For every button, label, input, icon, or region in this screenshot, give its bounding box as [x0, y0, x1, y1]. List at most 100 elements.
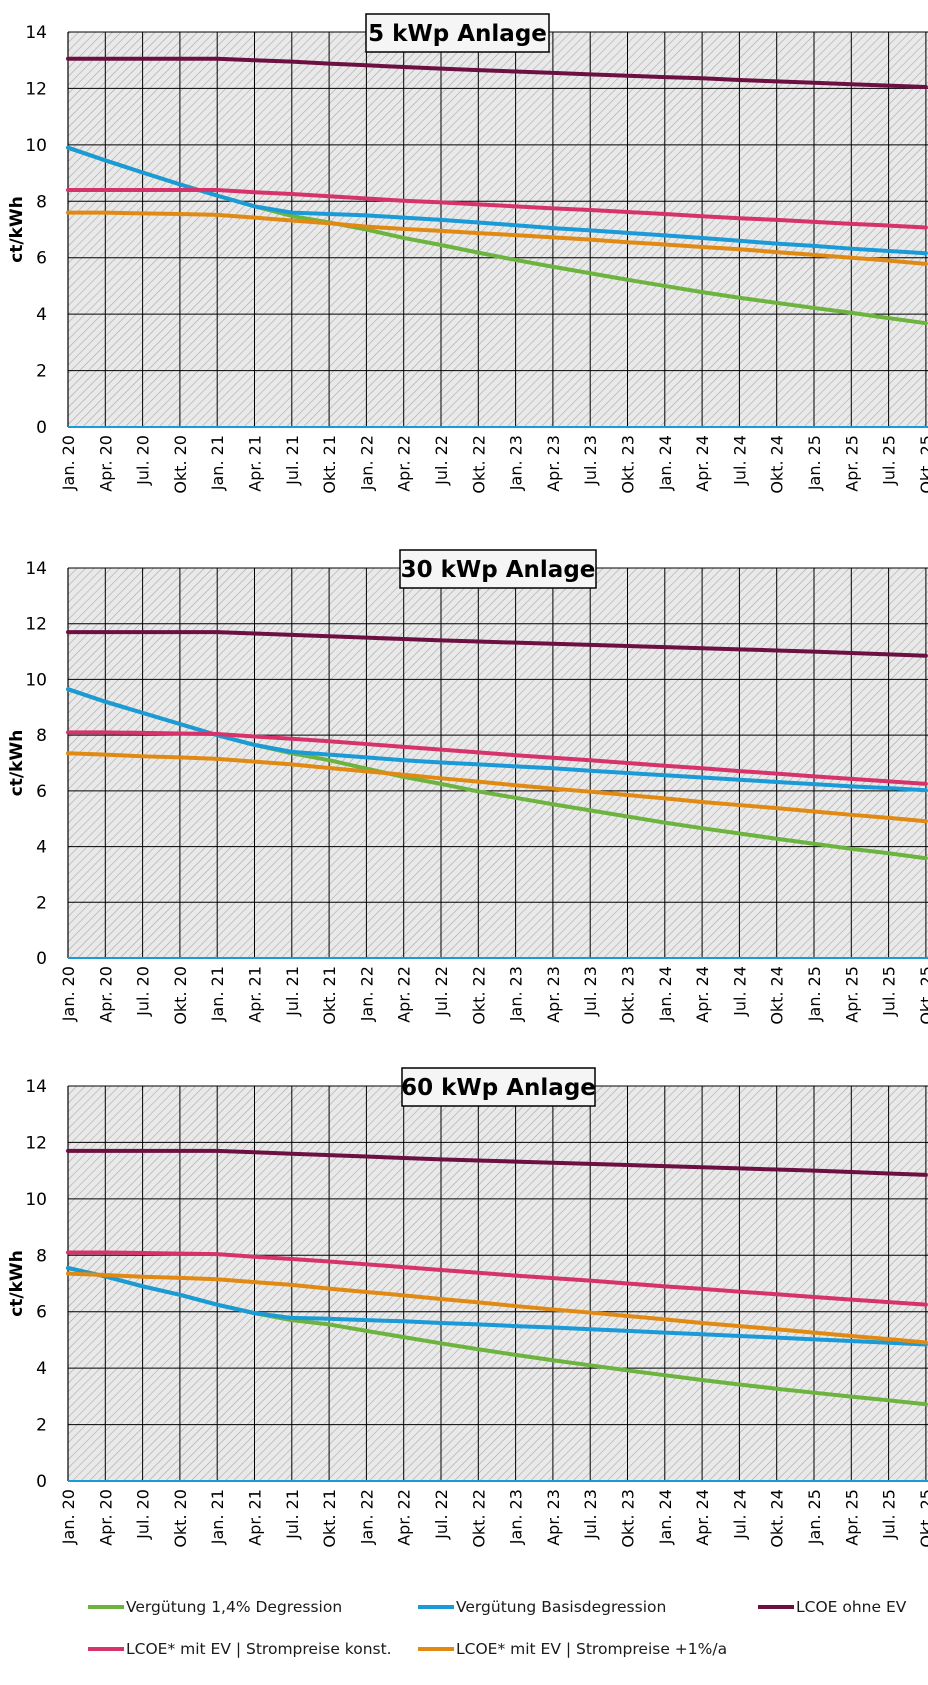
x-tick-label: Jan. 22	[357, 1489, 376, 1545]
y-tick-label: 0	[36, 949, 47, 969]
legend-swatch-lcoe-mit-ev-1pct	[418, 1647, 454, 1651]
x-tick-label: Apr. 23	[544, 1489, 563, 1546]
y-tick-label: 2	[36, 893, 47, 913]
x-tick-label: Jan. 20	[59, 1489, 78, 1545]
x-tick-label: Okt. 23	[619, 435, 638, 494]
x-tick-label: Apr. 23	[544, 966, 563, 1023]
y-tick-label: 6	[36, 249, 47, 269]
legend-label-verguetung-14: Vergütung 1,4% Degression	[126, 1598, 343, 1616]
y-tick-label: 8	[36, 192, 47, 212]
x-tick-label: Jul. 25	[880, 435, 899, 486]
legend-label-verguetung-basis: Vergütung Basisdegression	[456, 1598, 667, 1616]
x-tick-label: Jan. 21	[208, 966, 227, 1022]
chart-title: 60 kWp Anlage	[401, 1075, 596, 1101]
x-tick-label: Okt. 24	[768, 966, 787, 1025]
y-axis-label: ct/kWh	[7, 196, 27, 263]
x-tick-label: Jan. 25	[805, 435, 824, 491]
legend: Vergütung 1,4% Degression Vergütung Basi…	[0, 1580, 928, 1685]
legend-swatch-lcoe-mit-ev-konst	[88, 1647, 124, 1651]
series-line-4	[66, 1250, 928, 1307]
x-tick-label: Jan. 25	[805, 1489, 824, 1545]
x-tick-label: Jul. 20	[134, 1489, 153, 1540]
x-tick-label: Okt. 23	[619, 966, 638, 1025]
chart-title: 30 kWp Anlage	[401, 557, 596, 583]
x-tick-label: Jan. 23	[507, 435, 526, 491]
x-tick-label: Jul. 22	[432, 1489, 451, 1540]
x-tick-label: Jan. 23	[507, 1489, 526, 1545]
x-tick-label: Jul. 20	[134, 966, 153, 1017]
x-tick-label: Jul. 23	[581, 1489, 600, 1540]
y-tick-label: 14	[25, 559, 47, 579]
x-tick-label: Jan. 25	[805, 966, 824, 1022]
series-line-2	[66, 1265, 928, 1347]
chart-title-box	[399, 549, 597, 589]
x-tick-label: Jan. 20	[59, 966, 78, 1022]
y-tick-label: 2	[36, 1416, 47, 1436]
series-line-5	[66, 210, 928, 266]
x-tick-label: Apr. 21	[246, 966, 265, 1023]
legend-label-lcoe-ohne-ev: LCOE ohne EV	[796, 1598, 907, 1616]
y-tick-label: 10	[25, 136, 47, 156]
y-tick-label: 2	[36, 362, 47, 382]
y-tick-label: 8	[36, 1246, 47, 1266]
series-line-3	[66, 1148, 928, 1177]
x-tick-label: Jul. 21	[283, 966, 302, 1017]
x-tick-label: Okt. 21	[320, 435, 339, 494]
series-line-3	[66, 56, 928, 90]
x-tick-label: Jan. 21	[208, 435, 227, 491]
x-tick-label: Apr. 21	[246, 1489, 265, 1546]
legend-label-lcoe-mit-ev-1pct: LCOE* mit EV | Strompreise +1%/a	[456, 1640, 728, 1658]
x-tick-label: Jul. 25	[880, 1489, 899, 1540]
legend-item-lcoe-mit-ev-konst: LCOE* mit EV | Strompreise konst.	[88, 1640, 392, 1658]
chart-panel-2: 0 2 4 6 8 10 12 14 Jan. 20 Apr. 20 Jul. 20 Okt. 20 J…	[7, 549, 928, 1025]
plot-area	[68, 32, 928, 427]
x-tick-label: Apr. 25	[842, 435, 861, 492]
x-tick-label: Jan. 24	[656, 435, 675, 491]
y-tick-label: 4	[36, 838, 47, 858]
x-tick-label: Jan. 20	[59, 435, 78, 491]
y-tick-label: 0	[36, 418, 47, 438]
legend-swatch-lcoe-ohne-ev	[758, 1605, 794, 1609]
y-tick-label: 6	[36, 1303, 47, 1323]
y-tick-label: 8	[36, 726, 47, 746]
x-tick-label: Jul. 22	[432, 435, 451, 486]
chart-title-box	[401, 1067, 596, 1107]
x-tick-label: Jul. 22	[432, 966, 451, 1017]
x-tick-label: Apr. 25	[842, 1489, 861, 1546]
y-tick-label: 6	[36, 782, 47, 802]
chart-panel-1: 0 2 4 6 8 10 12 14 Jan. 20 Apr. 20 Jul. 20 Okt. 20 J…	[7, 13, 928, 494]
series-line-5	[66, 751, 928, 824]
legend-item-verguetung-basis: Vergütung Basisdegression	[418, 1598, 666, 1616]
legend-item-lcoe-ohne-ev: LCOE ohne EV	[758, 1598, 906, 1616]
x-tick-label: Apr. 21	[246, 435, 265, 492]
x-tick-label: Okt. 25	[917, 1489, 928, 1548]
x-tick-label: Apr. 24	[693, 966, 712, 1023]
y-tick-label: 10	[25, 1190, 47, 1210]
x-tick-label: Apr. 25	[842, 966, 861, 1023]
x-tick-label: Apr. 20	[96, 1489, 115, 1546]
chart-panel-3: 0 2 4 6 8 10 12 14 Jan. 20 Apr. 20 Jul. 20 Okt. 20 J…	[7, 1067, 928, 1548]
x-tick-label: Jan. 22	[357, 966, 376, 1022]
x-tick-label: Okt. 23	[619, 1489, 638, 1548]
x-tick-label: Jul. 21	[283, 435, 302, 486]
x-tick-label: Jan. 21	[208, 1489, 227, 1545]
x-tick-label: Jan. 24	[656, 1489, 675, 1545]
x-tick-label: Apr. 23	[544, 435, 563, 492]
x-tick-label: Apr. 22	[395, 966, 414, 1023]
x-tick-label: Okt. 20	[171, 1489, 190, 1548]
x-tick-label: Okt. 20	[171, 435, 190, 494]
y-axis-label: ct/kWh	[7, 1250, 27, 1317]
x-tick-label: Okt. 24	[768, 1489, 787, 1548]
x-tick-label: Apr. 22	[395, 1489, 414, 1546]
x-tick-label: Okt. 22	[469, 966, 488, 1025]
x-tick-label: Jul. 24	[730, 1489, 749, 1540]
x-tick-label: Okt. 25	[917, 435, 928, 494]
x-tick-label: Jul. 23	[581, 435, 600, 486]
legend-item-lcoe-mit-ev-1pct: LCOE* mit EV | Strompreise +1%/a	[418, 1640, 727, 1658]
y-tick-label: 14	[25, 1077, 47, 1097]
x-tick-label: Jan. 22	[357, 435, 376, 491]
charts-canvas: 0 2 4 6 8 10 12 14 Jan. 20 Apr. 20 Jul. 20 Okt. 20 J…	[7, 13, 928, 1548]
series-line-4	[66, 730, 928, 786]
series-line-5	[66, 1271, 928, 1345]
chart-title: 5 kWp Anlage	[368, 21, 547, 47]
